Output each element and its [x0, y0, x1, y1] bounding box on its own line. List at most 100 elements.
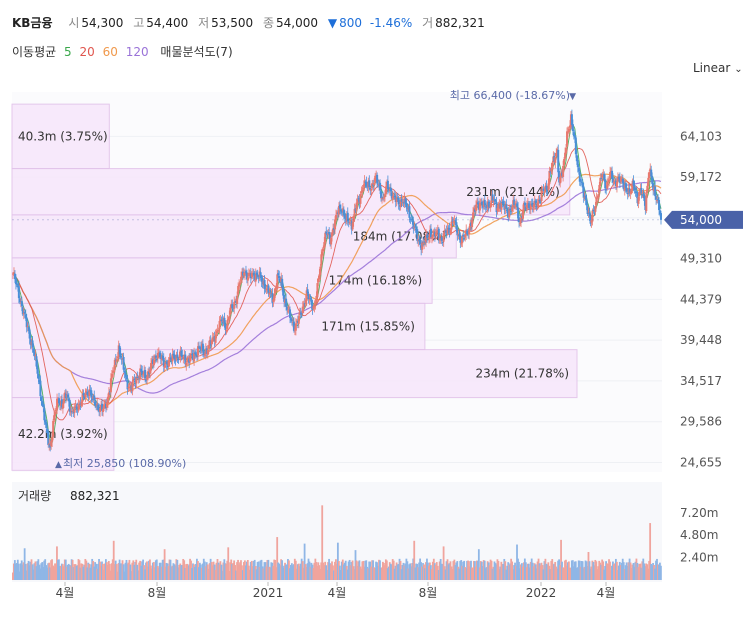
volume-bar [368, 561, 371, 580]
volume-bar [404, 563, 407, 580]
x-tick-label: 4월 [328, 586, 347, 600]
volume-bar [23, 548, 26, 580]
volume-bar [566, 565, 568, 580]
volume-bar [248, 569, 251, 580]
candle-body [102, 408, 105, 412]
candle-body [588, 212, 591, 217]
candle-body [656, 200, 659, 202]
volume-bar [432, 558, 435, 580]
candle-body [330, 237, 333, 245]
volume-bar [494, 563, 497, 580]
volume-bar [142, 559, 144, 580]
volume-profile-label: 매물분석도(7) [160, 45, 233, 59]
candle-body [46, 429, 49, 433]
candle-body [574, 137, 577, 155]
volume-bar [13, 560, 16, 580]
candle-body [26, 326, 29, 328]
candle-body [529, 203, 532, 210]
candle-body [13, 273, 16, 280]
candle-body [616, 176, 619, 181]
volume-bar [476, 560, 479, 580]
volume-bar [413, 540, 416, 580]
ma-line-60 [12, 173, 662, 409]
candle-body [185, 362, 188, 366]
scale-dropdown[interactable]: Linear ⌄ [693, 61, 743, 75]
candle-body [323, 242, 326, 249]
volume-bar [346, 569, 349, 580]
volume-bar [523, 558, 526, 580]
volume-bar [577, 560, 580, 580]
volume-bar [266, 560, 269, 580]
volume-bar [125, 559, 128, 580]
volume-bar [542, 569, 545, 580]
volume-bar [28, 565, 31, 580]
volume-bar [644, 566, 647, 580]
candle-body [404, 198, 407, 205]
volume-bar [37, 559, 40, 580]
candle-body [505, 204, 508, 209]
candle-body [480, 201, 483, 205]
candle-body [600, 177, 603, 179]
volume-bar [155, 559, 158, 580]
candle-body [313, 305, 316, 308]
volume-bar [15, 563, 18, 580]
volume-bar [61, 564, 64, 580]
volume-bar [24, 564, 27, 580]
volume-bar [485, 567, 488, 580]
candle-body [587, 211, 590, 213]
candle-body [660, 213, 662, 220]
volume-bar [538, 563, 541, 580]
profile-label: 234m (21.78%) [475, 367, 569, 381]
volume-bar [99, 561, 101, 580]
candle-body [53, 415, 56, 421]
candle-body [263, 280, 266, 289]
volume-bar [580, 560, 583, 580]
volume-bar [224, 563, 227, 580]
candle-body [362, 187, 365, 190]
volume-bar [234, 565, 236, 580]
volume-bar [609, 561, 611, 580]
candle-body [285, 298, 288, 307]
candle-body [15, 283, 18, 285]
candle-body [14, 278, 17, 285]
volume-bar [521, 566, 524, 580]
candle-body [224, 324, 227, 330]
volume-bar [401, 564, 404, 580]
moving-average-legend[interactable]: 이동평균 5 20 60 120 매물분석도(7) [12, 43, 233, 60]
candle-body [461, 235, 464, 244]
candle-body [538, 199, 541, 201]
volume-bar [211, 565, 214, 580]
volume-bar [148, 560, 150, 580]
volume-bar [591, 560, 594, 580]
volume-bar [535, 568, 538, 580]
volume-bar [139, 560, 142, 580]
candle-body [335, 214, 338, 221]
candle-body [97, 404, 100, 411]
profile-bar [11, 257, 433, 304]
candle-body [585, 200, 588, 206]
volume-bar [653, 565, 655, 580]
volume-bar [138, 562, 141, 580]
volume-bar [438, 561, 441, 580]
volume-bar [568, 567, 571, 580]
volume-label: 거 [422, 16, 434, 30]
volume-bar [221, 570, 224, 580]
candles [12, 109, 662, 452]
candle-body [20, 301, 23, 307]
candle-body [317, 278, 320, 282]
candle-body [119, 353, 122, 358]
volume-bar [612, 561, 614, 580]
volume-bar [490, 560, 493, 580]
volume-bar [555, 566, 558, 580]
volume-bar [498, 569, 501, 580]
volume-bar [569, 567, 572, 580]
volume-bar [428, 562, 431, 580]
candle-body [312, 306, 315, 309]
candle-body [104, 402, 107, 404]
candle-body [207, 345, 210, 349]
volume-bar [85, 560, 88, 580]
volume-bar [298, 566, 301, 580]
volume-bar [78, 560, 81, 580]
volume-bar [429, 565, 432, 580]
